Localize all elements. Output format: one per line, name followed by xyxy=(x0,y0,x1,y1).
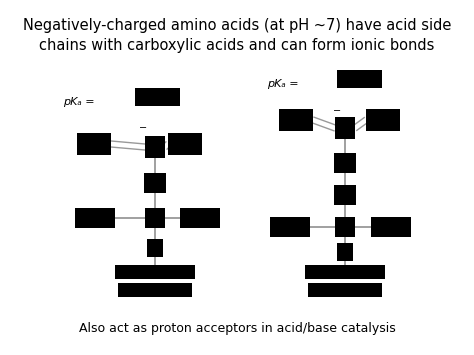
Bar xyxy=(308,283,382,297)
Bar xyxy=(180,208,220,228)
Bar xyxy=(136,88,181,106)
Bar xyxy=(145,208,165,228)
Bar xyxy=(145,136,165,158)
Bar xyxy=(337,243,353,261)
Bar xyxy=(75,208,115,228)
Bar xyxy=(335,117,355,139)
Bar xyxy=(118,283,192,297)
Bar xyxy=(147,239,163,257)
Bar xyxy=(366,109,400,131)
Bar xyxy=(77,133,111,155)
Bar xyxy=(279,109,313,131)
Text: −: − xyxy=(333,106,341,116)
Bar xyxy=(270,217,310,237)
Bar xyxy=(115,265,195,279)
Bar xyxy=(335,217,355,237)
Text: Negatively-charged amino acids (at pH ~7) have acid side: Negatively-charged amino acids (at pH ~7… xyxy=(23,18,451,33)
Bar xyxy=(168,133,202,155)
Bar xyxy=(371,217,411,237)
Bar xyxy=(334,185,356,205)
Text: −: − xyxy=(139,123,147,133)
Text: pKₐ =: pKₐ = xyxy=(64,97,95,107)
Text: pKₐ =: pKₐ = xyxy=(267,79,299,89)
Text: chains with carboxylic acids and can form ionic bonds: chains with carboxylic acids and can for… xyxy=(39,38,435,53)
Bar xyxy=(334,153,356,173)
Bar xyxy=(305,265,385,279)
Bar xyxy=(337,70,383,88)
Text: Also act as proton acceptors in acid/base catalysis: Also act as proton acceptors in acid/bas… xyxy=(79,322,395,335)
Bar xyxy=(144,173,166,193)
